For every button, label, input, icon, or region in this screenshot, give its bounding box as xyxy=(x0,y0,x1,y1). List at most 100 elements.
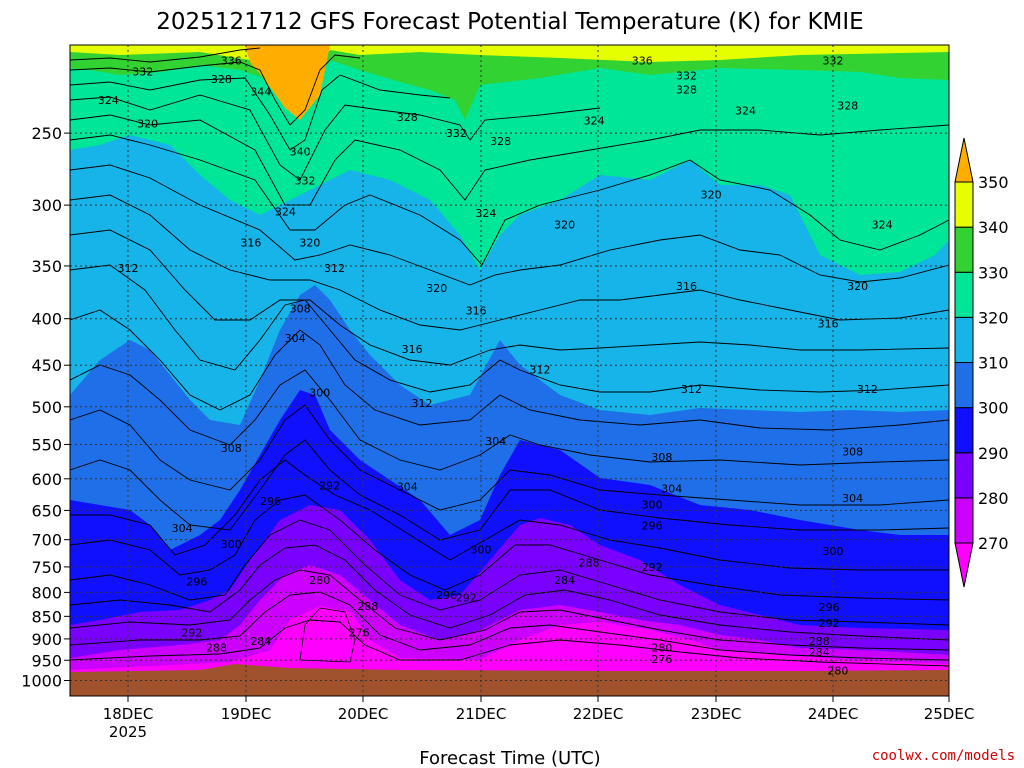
y-tick-label: 700 xyxy=(31,531,62,550)
contour-label: 320 xyxy=(701,188,722,201)
contour-label: 292 xyxy=(319,479,340,492)
x-tick-label: 22DEC xyxy=(573,705,624,723)
colorbar-segment xyxy=(954,407,974,454)
y-tick-label: 1000 xyxy=(21,672,62,691)
contour-label: 320 xyxy=(554,218,575,231)
y-tick-label: 950 xyxy=(31,651,62,670)
contour-label: 300 xyxy=(309,386,330,399)
colorbar-segment xyxy=(954,497,974,544)
h-grid xyxy=(70,132,949,682)
contour-label: 304 xyxy=(285,332,306,345)
contour-label: 300 xyxy=(471,544,492,557)
colorbar: 270 280 290 300 310 320 330 340 350 xyxy=(954,137,1009,588)
contour-label: 320 xyxy=(137,118,158,131)
colorbar-label: 280 xyxy=(978,489,1009,508)
x-tick-label: 24DEC xyxy=(808,705,859,723)
colorbar-segment xyxy=(954,316,974,363)
contour-label: 324 xyxy=(735,104,756,117)
contour-label: 324 xyxy=(98,94,119,107)
contour-label: 304 xyxy=(842,492,863,505)
y-tick-label: 850 xyxy=(31,607,62,626)
x-tick-label: 19DEC xyxy=(221,705,272,723)
colorbar-label: 330 xyxy=(978,263,1009,282)
colorbar-label: 350 xyxy=(978,173,1009,192)
ground xyxy=(70,664,949,696)
contour-label: 320 xyxy=(426,282,447,295)
y-tick-label: 400 xyxy=(31,310,62,329)
contour-label: 316 xyxy=(676,280,697,293)
contour-label: 280 xyxy=(651,642,672,655)
contour-label: 292 xyxy=(181,626,202,639)
contour-label: 312 xyxy=(412,397,433,410)
contour-label: 324 xyxy=(475,207,496,220)
colorbar-label: 270 xyxy=(978,534,1009,553)
contour-label: 284 xyxy=(250,635,271,648)
contour-label: 304 xyxy=(485,435,506,448)
contour-label: 324 xyxy=(584,114,605,127)
contour-label: 296 xyxy=(436,589,457,602)
contour-label: 296 xyxy=(642,519,663,532)
y-tick-label: 500 xyxy=(31,398,62,417)
contour-label: 304 xyxy=(661,483,682,496)
colorbar-label: 300 xyxy=(978,399,1009,418)
plot-frame xyxy=(69,44,950,697)
y-tick-label: 250 xyxy=(31,124,62,143)
grid xyxy=(127,45,834,696)
x-tick-label: 20DEC xyxy=(338,705,389,723)
contour-label: 276 xyxy=(651,653,672,666)
contour-label: 340 xyxy=(290,146,311,159)
colorbar-extend-low xyxy=(954,542,974,588)
contour-label: 316 xyxy=(818,318,839,331)
contour-label: 308 xyxy=(842,446,863,459)
contour-label: 320 xyxy=(299,237,320,250)
x-axis-label: Forecast Time (UTC) xyxy=(419,748,600,768)
x-axis: 18DEC 19DEC 20DEC 21DEC 22DEC 23DEC 24DEC 25DEC xyxy=(103,696,974,723)
contour-label: 300 xyxy=(823,545,844,558)
colorbar-segment xyxy=(954,452,974,499)
y-axis: 250 300 350 400 450 500 550 600 650 700 750 800 850 9… xyxy=(21,124,70,691)
colorbar-extend-high xyxy=(954,137,974,183)
contour-label: 276 xyxy=(349,626,370,639)
contour-label: 308 xyxy=(290,303,311,316)
contour-label: 288 xyxy=(357,600,378,613)
contour-label: 312 xyxy=(857,383,878,396)
contour-label: 328 xyxy=(676,84,697,97)
x-tick-label: 23DEC xyxy=(691,705,742,723)
contour-label: 312 xyxy=(118,262,139,275)
contour-label: 292 xyxy=(456,591,477,604)
contour-label: 316 xyxy=(240,237,261,250)
credit-text: coolwx.com/models xyxy=(872,748,1015,764)
contour-label: 284 xyxy=(809,646,830,659)
band-cold-core xyxy=(299,607,356,663)
contour-label: 312 xyxy=(530,364,551,377)
contour-label: 316 xyxy=(402,343,423,356)
contour-label: 296 xyxy=(186,575,207,588)
x-year-label: 2025 xyxy=(109,723,147,741)
contour-label: 280 xyxy=(827,665,848,678)
colorbar-label: 310 xyxy=(978,354,1009,373)
colorbar-segment xyxy=(954,226,974,273)
contour-label: 300 xyxy=(642,498,663,511)
contour-label: 288 xyxy=(809,635,830,648)
contour-label: 328 xyxy=(490,135,511,148)
y-tick-label: 600 xyxy=(31,470,62,489)
contour-label: 328 xyxy=(837,99,858,112)
colorbar-label: 290 xyxy=(978,444,1009,463)
y-tick-label: 550 xyxy=(31,435,62,454)
contour-label: 288 xyxy=(579,557,600,570)
contour-label: 332 xyxy=(446,127,467,140)
y-tick-label: 800 xyxy=(31,583,62,602)
y-tick-label: 900 xyxy=(31,630,62,649)
contour-label: 312 xyxy=(324,262,345,275)
contour-label: 296 xyxy=(819,601,840,614)
contour-label: 332 xyxy=(132,66,153,79)
contour-lines xyxy=(70,47,949,667)
contour-label: 292 xyxy=(819,617,840,630)
y-tick-label: 750 xyxy=(31,558,62,577)
colorbar-segment xyxy=(954,271,974,318)
contour-label: 280 xyxy=(309,574,330,587)
contour-label: 320 xyxy=(847,280,868,293)
contour-label: 304 xyxy=(172,522,193,535)
contour-label: 304 xyxy=(397,481,418,494)
